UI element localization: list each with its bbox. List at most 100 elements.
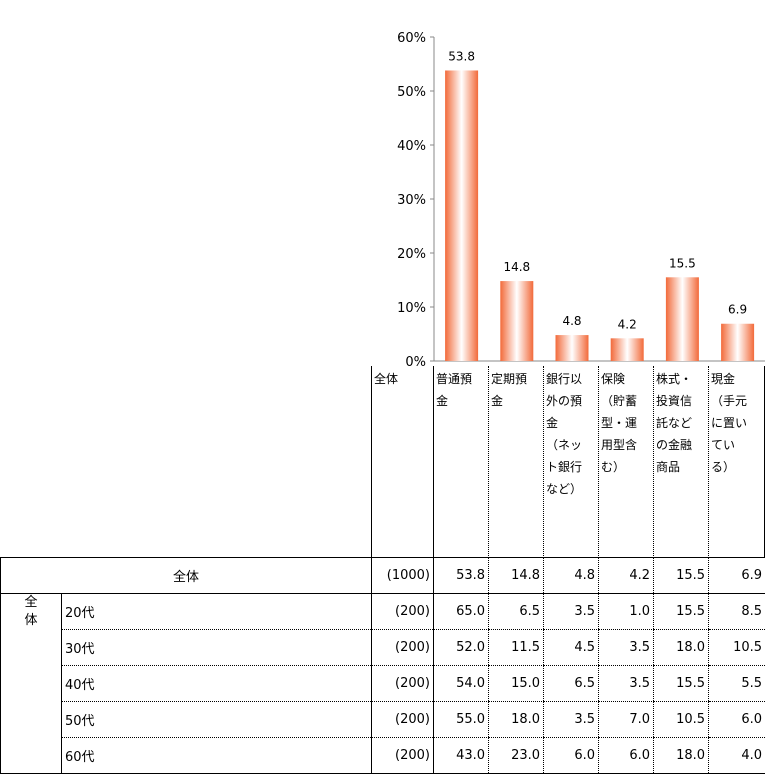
value-cell: 5.5 <box>708 665 765 702</box>
value-cell: 6.5 <box>543 665 599 702</box>
data-table: 全体 (1000) 53.8 14.8 4.8 4.2 15.5 6.9 全体 20代 (200) 6… <box>0 557 765 774</box>
bar <box>610 338 644 361</box>
bar <box>721 323 755 361</box>
column-header-line: 商品 <box>656 460 681 474</box>
column-header-line: 現金 <box>711 372 736 386</box>
value-cell: 52.0 <box>433 629 489 666</box>
value-cell: 15.5 <box>653 593 709 630</box>
sample-size: (200) <box>371 665 434 702</box>
column-header-line: に置い <box>711 416 748 430</box>
column-header: 保険 （貯蓄型・運用型含む） <box>598 366 653 558</box>
column-header-line: 銀行以 <box>546 372 583 386</box>
bar-data-label: 4.8 <box>562 314 581 328</box>
value-cell: 18.0 <box>488 701 544 738</box>
row-label: 40代 <box>60 665 372 702</box>
y-tick-label: 30% <box>397 193 426 208</box>
value-cell: 7.0 <box>598 701 654 738</box>
table-row: 40代 (200) 54.0 15.0 6.5 3.5 15.5 5.5 <box>1 665 765 702</box>
row-label: 20代 <box>60 593 372 630</box>
value-cell: 4.0 <box>708 737 765 774</box>
bar-data-label: 14.8 <box>503 260 530 274</box>
column-header-line: 投資信 <box>656 394 693 408</box>
value-cell: 3.5 <box>543 701 599 738</box>
value-cell: 55.0 <box>433 701 489 738</box>
group-label-char: 全 <box>24 595 38 610</box>
group-label: 全体 <box>0 593 62 774</box>
column-header-line: 用型含 <box>601 438 638 452</box>
column-header-line: 全体 <box>374 372 399 386</box>
sample-size: (1000) <box>371 557 434 594</box>
column-header-line: 金 <box>491 394 504 408</box>
column-header-line: てい <box>711 438 736 452</box>
column-header-line: の金融 <box>656 438 693 452</box>
value-cell: 11.5 <box>488 629 544 666</box>
sample-size: (200) <box>371 629 434 666</box>
group-label-char: 体 <box>24 613 38 628</box>
value-cell: 18.0 <box>653 737 709 774</box>
bar-data-label: 4.2 <box>618 317 637 331</box>
sample-size: (200) <box>371 701 434 738</box>
value-cell: 3.5 <box>598 629 654 666</box>
bar <box>500 281 534 361</box>
column-header-line: 託など <box>656 416 693 430</box>
bar-data-label: 6.9 <box>728 303 747 317</box>
y-tick-label: 60% <box>397 31 426 46</box>
bar <box>445 70 479 361</box>
value-cell: 65.0 <box>433 593 489 630</box>
column-header: 銀行以 外の預金 （ネッ ト銀行 など） <box>543 366 598 558</box>
column-header-line: 保険 <box>601 372 626 386</box>
value-cell: 8.5 <box>708 593 765 630</box>
value-cell: 15.5 <box>653 557 709 594</box>
column-header-line: る） <box>711 460 736 474</box>
value-cell: 4.8 <box>543 557 599 594</box>
value-cell: 10.5 <box>653 701 709 738</box>
value-cell: 43.0 <box>433 737 489 774</box>
column-header-line: 型・運 <box>601 416 638 430</box>
value-cell: 18.0 <box>653 629 709 666</box>
value-cell: 6.5 <box>488 593 544 630</box>
column-header-line: 金 <box>436 394 449 408</box>
row-label: 60代 <box>60 737 372 774</box>
value-cell: 3.5 <box>598 665 654 702</box>
column-header-line: ト銀行 <box>546 460 583 474</box>
column-header-line: む） <box>601 460 626 474</box>
column-header: 株式・ 投資信 託など の金融 商品 <box>653 366 708 558</box>
table-row-total: 全体 (1000) 53.8 14.8 4.8 4.2 15.5 6.9 <box>0 557 765 594</box>
column-header-line: （手元 <box>711 394 748 408</box>
bar-data-label: 15.5 <box>669 256 696 270</box>
bar <box>665 277 699 361</box>
table-row: 60代 (200) 43.0 23.0 6.0 6.0 18.0 4.0 <box>1 737 765 774</box>
y-tick-label: 50% <box>397 85 426 100</box>
row-label: 30代 <box>60 629 372 666</box>
column-header-line: （ネッ <box>546 438 583 452</box>
value-cell: 54.0 <box>433 665 489 702</box>
y-tick-label: 40% <box>397 139 426 154</box>
value-cell: 15.0 <box>488 665 544 702</box>
column-header-total: 全体 <box>371 366 433 558</box>
bar <box>555 335 589 361</box>
column-header-line: 定期預 <box>491 372 528 386</box>
value-cell: 6.0 <box>598 737 654 774</box>
column-header: 定期預金 <box>488 366 543 558</box>
y-tick-label: 0% <box>405 355 426 370</box>
value-cell: 1.0 <box>598 593 654 630</box>
column-header: 現金 （手元に置いている） <box>708 366 765 558</box>
row-label: 50代 <box>60 701 372 738</box>
table-row: 50代 (200) 55.0 18.0 3.5 7.0 10.5 6.0 <box>1 701 765 738</box>
column-header-line: 外の預 <box>546 394 583 408</box>
value-cell: 3.5 <box>543 593 599 630</box>
table-row: 30代 (200) 52.0 11.5 4.5 3.5 18.0 10.5 <box>1 629 765 666</box>
row-label: 全体 <box>0 557 373 594</box>
value-cell: 4.5 <box>543 629 599 666</box>
sample-size: (200) <box>371 737 434 774</box>
value-cell: 23.0 <box>488 737 544 774</box>
value-cell: 6.9 <box>708 557 765 594</box>
value-cell: 6.0 <box>543 737 599 774</box>
value-cell: 15.5 <box>653 665 709 702</box>
column-header-line: （貯蓄 <box>601 394 638 408</box>
value-cell: 53.8 <box>433 557 489 594</box>
table-row: 全体 20代 (200) 65.0 6.5 3.5 1.0 15.5 8.5 <box>0 593 765 774</box>
column-header: 普通預金 <box>433 366 488 558</box>
value-cell: 10.5 <box>708 629 765 666</box>
column-header-line: 金 <box>546 416 559 430</box>
